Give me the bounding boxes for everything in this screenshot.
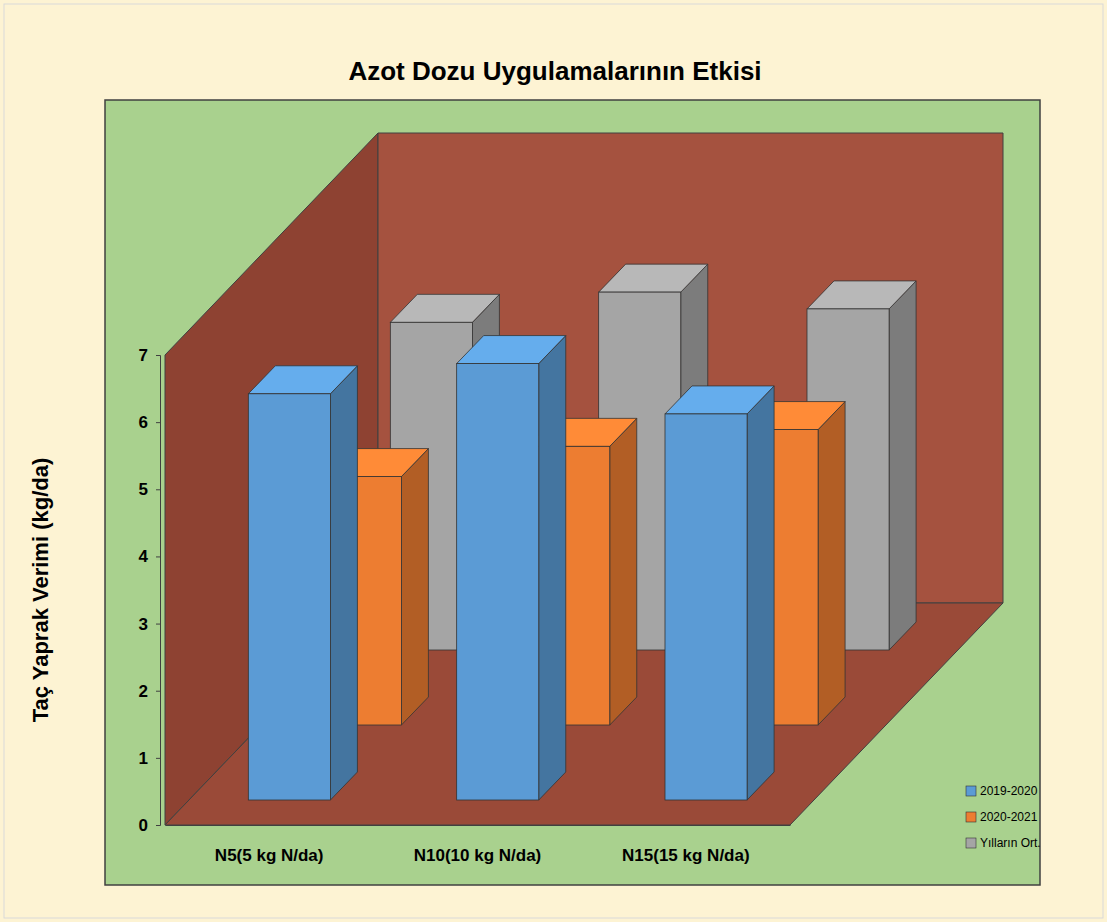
bar	[665, 414, 747, 800]
y-axis: 0 1 2 3 4 5 6 7	[139, 346, 161, 835]
y-tick: 6	[139, 413, 160, 432]
y-tick: 4	[139, 547, 160, 566]
legend-item: Yılların Ort.	[966, 836, 1041, 850]
bar-side	[330, 366, 357, 800]
bar	[248, 394, 330, 800]
bar-top	[390, 294, 499, 322]
side-wall	[165, 133, 378, 825]
title: Azot Dozu Uygulamalarının Etkisi	[348, 56, 761, 86]
y-tick-label: 0	[139, 816, 148, 835]
bar-group	[665, 386, 774, 800]
bar-side	[610, 418, 637, 725]
y-tick: 0	[139, 816, 160, 835]
legend-swatch	[966, 812, 976, 822]
y-axis-title: Taç Yaprak Verimi (kg/da)	[28, 458, 53, 723]
bar-side	[818, 402, 845, 725]
y-tick-mark	[156, 422, 160, 423]
bar-group	[248, 366, 357, 800]
x-tick-label: N5(5 kg N/da)	[215, 846, 324, 865]
bar-side	[747, 386, 774, 800]
y-tick: 2	[139, 682, 160, 701]
y-tick-label: 1	[139, 749, 148, 768]
bar-group	[457, 336, 566, 800]
y-tick: 3	[139, 615, 160, 634]
y-tick-label: 2	[139, 682, 148, 701]
bar-side	[889, 281, 916, 650]
y-tick: 5	[139, 480, 160, 499]
chart: 0 1 2 3 4 5 6 7 N5(5 kg N/da) N10(10 kg N/da) N15(…	[0, 0, 1107, 922]
page-frame	[4, 4, 1103, 918]
x-tick-label: N15(15 kg N/da)	[622, 846, 750, 865]
x-tick: N15(15 kg N/da)	[622, 825, 750, 865]
plot-panel	[105, 100, 1040, 885]
y-tick: 1	[139, 749, 160, 768]
legend-item: 2019-2020	[966, 784, 1038, 798]
legend-label: Yılların Ort.	[980, 836, 1041, 850]
bar	[457, 364, 539, 800]
legend-label: 2019-2020	[980, 784, 1038, 798]
y-tick-label: 3	[139, 615, 148, 634]
x-tick: N5(5 kg N/da)	[215, 825, 324, 865]
legend: 2019-2020 2020-2021 Yılların Ort.	[966, 784, 1041, 850]
legend-item: 2020-2021	[966, 810, 1038, 824]
y-tick-label: 6	[139, 413, 148, 432]
legend-label: 2020-2021	[980, 810, 1038, 824]
y-tick-label: 7	[139, 346, 148, 365]
bar-top	[665, 386, 774, 414]
bar-top	[807, 281, 916, 309]
bar-side	[539, 336, 566, 800]
y-tick-mark	[156, 489, 160, 490]
y-tick-mark	[156, 758, 160, 759]
y-tick-label: 4	[139, 547, 149, 566]
y-tick-mark	[156, 355, 160, 356]
y-tick-mark	[156, 691, 160, 692]
y-tick: 7	[139, 346, 160, 365]
bar-top	[248, 366, 357, 394]
y-tick-mark	[156, 825, 160, 826]
y-tick-mark	[156, 556, 160, 557]
x-tick-label: N10(10 kg N/da)	[414, 846, 542, 865]
legend-swatch	[966, 786, 976, 796]
x-axis-line	[166, 825, 791, 826]
bar-top	[599, 264, 708, 292]
x-tick: N10(10 kg N/da)	[414, 825, 542, 865]
y-tick-label: 5	[139, 480, 148, 499]
bar-side	[401, 449, 428, 725]
legend-swatch	[966, 838, 976, 848]
bar-top	[457, 336, 566, 364]
x-axis: N5(5 kg N/da) N10(10 kg N/da) N15(15 kg N/…	[166, 825, 791, 865]
y-axis-line	[156, 356, 161, 826]
y-tick-mark	[156, 624, 160, 625]
bars	[248, 264, 916, 800]
